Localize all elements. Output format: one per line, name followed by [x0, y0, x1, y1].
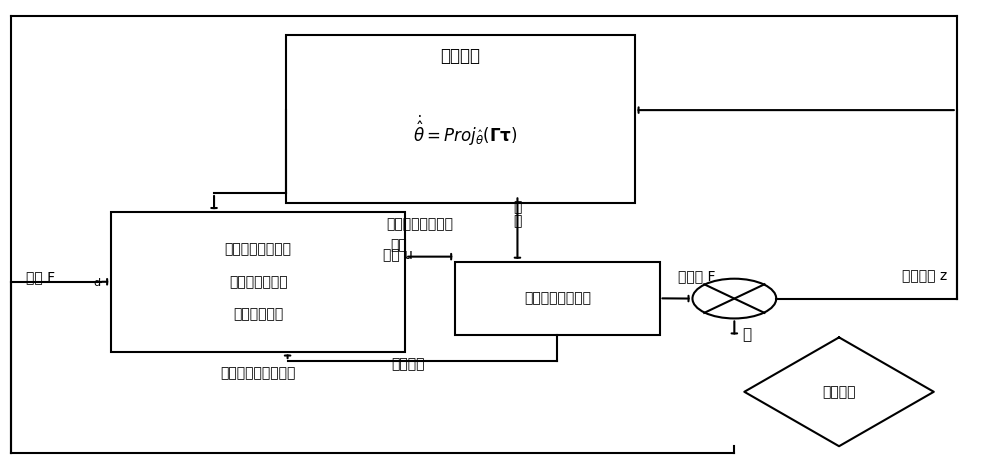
Text: $\dot{\hat{\theta}} = Proj_{\hat{\theta}}(\mathbf{\Gamma\tau})$: $\dot{\hat{\theta}} = Proj_{\hat{\theta}…	[413, 113, 517, 148]
Text: 期望 F: 期望 F	[26, 270, 55, 284]
Bar	[455, 262, 660, 335]
Bar	[286, 35, 635, 202]
Text: 性能描述: 性能描述	[822, 385, 856, 399]
Text: 线性鲁棒反馈项: 线性鲁棒反馈项	[229, 275, 287, 289]
Bar	[111, 212, 405, 352]
Text: 扰: 扰	[513, 214, 522, 228]
Text: 基于模型的补偿项: 基于模型的补偿项	[225, 243, 292, 257]
Text: 跟踪误差 z: 跟踪误差 z	[902, 269, 947, 283]
Text: 自适应鲁棒力控制器: 自适应鲁棒力控制器	[220, 366, 296, 380]
Text: 控制: 控制	[390, 238, 407, 252]
Text: 输入 u: 输入 u	[383, 248, 413, 263]
Text: 状态反馈: 状态反馈	[391, 357, 425, 371]
Text: 参数估计: 参数估计	[440, 47, 480, 65]
Text: 电液负载模拟装置: 电液负载模拟装置	[524, 291, 591, 305]
Text: －: －	[742, 327, 751, 342]
Text: d: d	[93, 278, 100, 288]
Text: 干: 干	[513, 200, 522, 214]
Text: 非线性鲁棒项: 非线性鲁棒项	[233, 307, 283, 321]
Text: 力指令 F: 力指令 F	[678, 269, 716, 283]
Text: 不连续映射自适应: 不连续映射自适应	[387, 217, 454, 231]
